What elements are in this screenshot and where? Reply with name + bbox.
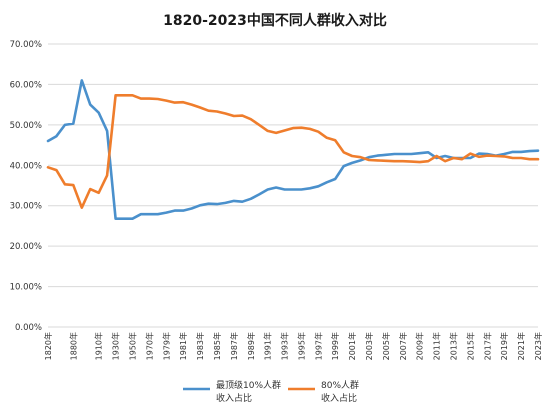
x-tick-label: 2005年 bbox=[381, 332, 391, 360]
x-axis: 1820年 1880年 1910年 1930年 1950年 1970年 1979年 1981年… bbox=[43, 332, 543, 360]
y-tick-label: 70.00% bbox=[10, 40, 42, 50]
x-tick-label: 2021年 bbox=[516, 332, 526, 360]
x-tick-label: 2015年 bbox=[465, 332, 475, 360]
x-tick-label: 1983年 bbox=[195, 332, 205, 360]
x-tick-label: 1995年 bbox=[296, 332, 306, 360]
x-tick-label: 2011年 bbox=[432, 332, 442, 360]
x-tick-label: 1999年 bbox=[330, 332, 340, 360]
y-tick-label: 10.00% bbox=[10, 283, 42, 293]
legend-label: 80%人群 bbox=[321, 379, 359, 391]
x-tick-label: 1979年 bbox=[161, 332, 171, 360]
x-tick-label: 1989年 bbox=[246, 332, 256, 360]
x-tick-label: 1991年 bbox=[263, 332, 273, 360]
y-tick-label: 0.00% bbox=[15, 323, 42, 333]
y-tick-label: 30.00% bbox=[10, 202, 42, 212]
x-tick-label: 1997年 bbox=[313, 332, 323, 360]
series-lines bbox=[46, 79, 540, 220]
x-tick-label: 1970年 bbox=[144, 332, 154, 360]
x-tick-label: 2017年 bbox=[482, 332, 492, 360]
y-axis: 0.00% 10.00% 20.00% 30.00% 40.00% 50.00% 60.00… bbox=[10, 40, 42, 333]
y-tick-label: 60.00% bbox=[10, 80, 42, 90]
x-tick-label: 1987年 bbox=[229, 332, 239, 360]
x-tick-label: 2007年 bbox=[398, 332, 408, 360]
x-tick-label: 1820年 bbox=[43, 332, 53, 360]
x-tick-label: 1981年 bbox=[178, 332, 188, 360]
y-tick-label: 20.00% bbox=[10, 242, 42, 252]
chart-title: 1820-2023中国不同人群收入对比 bbox=[163, 12, 387, 29]
x-tick-label: 2019年 bbox=[499, 332, 509, 360]
gridlines bbox=[48, 43, 538, 328]
series-line-2 bbox=[46, 94, 540, 209]
y-tick-label: 50.00% bbox=[10, 121, 42, 131]
legend-label: 收入占比 bbox=[321, 392, 357, 404]
x-tick-label: 2003年 bbox=[364, 332, 374, 360]
x-tick-label: 1880年 bbox=[68, 332, 78, 360]
x-tick-label: 1910年 bbox=[94, 332, 104, 360]
x-tick-label: 1985年 bbox=[212, 332, 222, 360]
x-tick-label: 2009年 bbox=[415, 332, 425, 360]
x-tick-label: 2001年 bbox=[347, 332, 357, 360]
x-tick-label: 2023年 bbox=[533, 332, 543, 360]
x-tick-label: 1930年 bbox=[111, 332, 121, 360]
legend-label: 收入占比 bbox=[216, 392, 252, 404]
x-tick-label: 1993年 bbox=[280, 332, 290, 360]
series-line-1 bbox=[46, 79, 540, 220]
legend-label: 最顶级10%人群 bbox=[216, 379, 281, 391]
y-tick-label: 40.00% bbox=[10, 161, 42, 171]
x-tick-label: 2013年 bbox=[449, 332, 459, 360]
x-tick-label: 1950年 bbox=[127, 332, 137, 360]
